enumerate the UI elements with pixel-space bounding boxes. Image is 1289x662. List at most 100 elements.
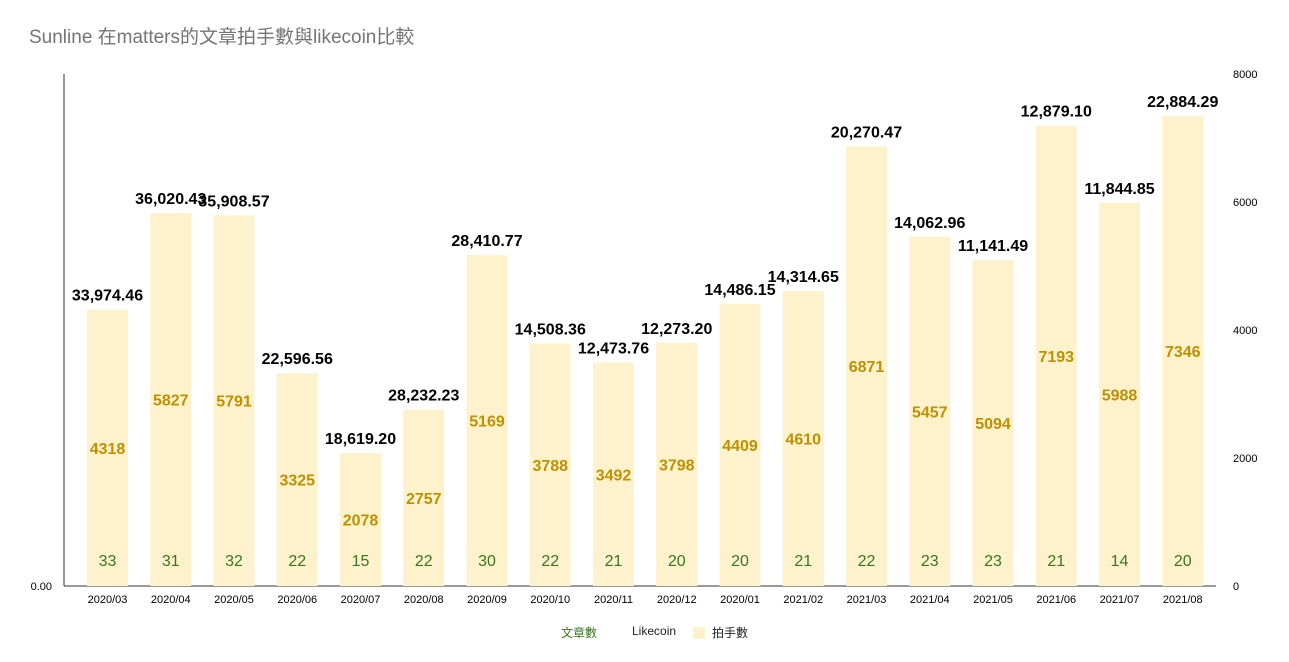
bar-claps (656, 342, 698, 586)
x-axis-tick-label: 2020/10 (530, 594, 570, 606)
data-label-likecoin: 12,879.10 (1021, 104, 1092, 121)
data-label-articles: 22 (858, 553, 876, 570)
x-axis-tick-label: 2021/06 (1036, 594, 1076, 606)
x-axis-tick-label: 2020/01 (720, 594, 760, 606)
bar-label-claps: 4409 (722, 438, 758, 455)
data-label-articles: 30 (478, 553, 496, 570)
bar-claps (1099, 202, 1140, 586)
x-axis-tick-label: 2020/12 (657, 594, 697, 606)
x-axis-tick-label: 2020/11 (594, 594, 633, 606)
bar-claps (150, 213, 192, 586)
bar-claps (909, 236, 951, 586)
bar-claps (782, 290, 824, 586)
bar-label-claps: 5457 (912, 404, 948, 421)
data-label-articles: 31 (162, 553, 180, 570)
x-axis-tick-label: 2020/05 (214, 594, 254, 606)
data-label-likecoin: 20,270.47 (831, 124, 902, 141)
x-axis-tick-label: 2020/07 (341, 594, 381, 606)
bar-label-claps: 3798 (659, 457, 695, 474)
data-label-likecoin: 36,020.43 (135, 191, 206, 208)
left-axis-tick-label: 0.00 (31, 581, 52, 593)
bar-claps (719, 303, 761, 586)
data-label-articles: 21 (794, 553, 812, 570)
bar-claps (87, 309, 128, 586)
bar-label-claps: 5988 (1102, 387, 1138, 404)
bar-claps (846, 146, 887, 587)
bar-label-claps: 6871 (849, 359, 885, 376)
bar-claps (340, 453, 381, 586)
bar-label-claps: 4318 (90, 441, 126, 458)
x-axis-tick-label: 2020/04 (151, 594, 191, 606)
bar-label-claps: 4610 (785, 431, 821, 448)
data-label-likecoin: 14,508.36 (515, 322, 586, 339)
bar-label-claps: 5791 (216, 394, 252, 411)
bar-claps (1035, 125, 1077, 586)
legend-item-likecoin[interactable]: Likecoin (632, 624, 676, 638)
data-label-articles: 22 (541, 553, 559, 570)
chart-title: Sunline 在matters的文章拍手數與likecoin比較 (29, 27, 415, 48)
bar-claps (972, 259, 1014, 586)
bar-claps (1162, 115, 1204, 586)
data-label-likecoin: 28,232.23 (388, 388, 459, 405)
legend-label-articles: 文章數 (561, 626, 598, 640)
data-label-articles: 21 (605, 553, 623, 570)
x-axis-tick-label: 2021/02 (783, 594, 823, 606)
bar-claps (276, 373, 318, 586)
x-axis-tick-label: 2020/09 (467, 594, 507, 606)
right-axis-tick-label: 4000 (1233, 325, 1257, 337)
chart-plot: 0.00 02000400060008000431833,974.46332020… (31, 69, 1258, 606)
data-label-likecoin: 18,619.20 (325, 431, 396, 448)
legend-item-articles[interactable]: 文章數 (561, 624, 597, 641)
legend-swatch-claps (693, 627, 705, 639)
right-axis-tick-label: 8000 (1233, 69, 1257, 81)
data-label-likecoin: 11,844.85 (1084, 181, 1154, 198)
x-axis-tick-label: 2021/07 (1100, 594, 1140, 606)
bar-claps (466, 255, 508, 586)
data-label-articles: 22 (288, 553, 306, 570)
bar-label-claps: 2078 (343, 513, 379, 530)
x-axis-tick-label: 2021/08 (1163, 594, 1203, 606)
bar-claps (213, 215, 255, 586)
data-label-articles: 32 (225, 553, 243, 570)
data-label-likecoin: 35,908.57 (198, 193, 269, 210)
data-label-articles: 23 (921, 553, 939, 570)
legend-label-likecoin: Likecoin (632, 624, 677, 638)
right-axis-tick-label: 6000 (1233, 197, 1257, 209)
bar-claps (403, 409, 445, 586)
bar-label-claps: 5169 (469, 414, 505, 431)
data-label-articles: 22 (415, 553, 433, 570)
legend-label-claps: 拍手數 (712, 626, 749, 640)
data-label-likecoin: 14,314.65 (768, 269, 839, 286)
data-label-articles: 20 (668, 553, 686, 570)
data-label-likecoin: 12,273.20 (641, 321, 712, 338)
data-label-articles: 33 (99, 553, 117, 570)
data-label-articles: 20 (731, 553, 749, 570)
bar-label-claps: 7346 (1165, 344, 1201, 361)
data-label-articles: 15 (352, 553, 370, 570)
bar-label-claps: 2757 (406, 491, 442, 508)
bar-label-claps: 3325 (279, 473, 315, 490)
chart-legend: 文章數 Likecoin 拍手數 (0, 624, 1289, 644)
data-label-likecoin: 12,473.76 (578, 341, 649, 358)
data-label-likecoin: 14,062.96 (894, 215, 965, 232)
bar-label-claps: 5094 (975, 416, 1011, 433)
data-label-articles: 20 (1174, 553, 1192, 570)
x-axis-tick-label: 2020/03 (88, 594, 128, 606)
bar-label-claps: 3492 (596, 467, 632, 484)
bar-label-claps: 5827 (153, 393, 189, 410)
bar-claps (529, 343, 571, 586)
x-axis-tick-label: 2021/03 (847, 594, 887, 606)
data-label-likecoin: 22,884.29 (1147, 94, 1218, 111)
bar-label-claps: 3788 (532, 458, 568, 475)
data-label-likecoin: 14,486.15 (704, 282, 775, 299)
right-axis-tick-label: 2000 (1233, 453, 1257, 465)
data-label-likecoin: 11,141.49 (958, 238, 1028, 255)
data-label-articles: 14 (1111, 553, 1129, 570)
x-axis-tick-label: 2021/04 (910, 594, 950, 606)
data-label-likecoin: 33,974.46 (72, 288, 143, 305)
legend-item-claps[interactable]: 拍手數 (693, 624, 748, 641)
data-label-articles: 21 (1047, 553, 1065, 570)
x-axis-tick-label: 2020/06 (277, 594, 317, 606)
data-label-likecoin: 22,596.56 (262, 351, 333, 368)
x-axis-tick-label: 2020/08 (404, 594, 444, 606)
